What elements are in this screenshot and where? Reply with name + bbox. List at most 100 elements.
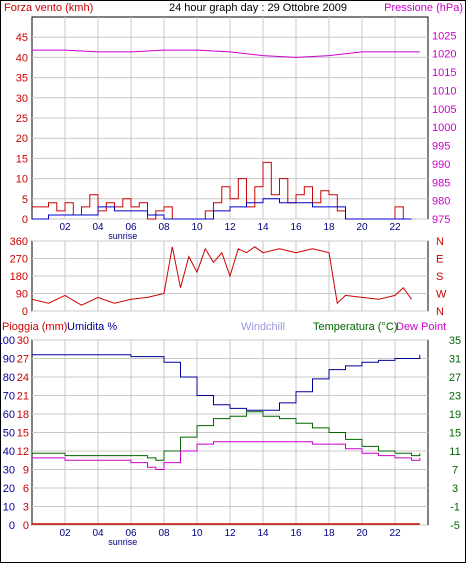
direction-y-tick-label: 90 — [16, 289, 28, 301]
pressure-y-tick-label: 1015 — [432, 67, 456, 79]
wind-y-tick-label: 45 — [16, 32, 28, 44]
humidity-y-tick-label: 30 — [3, 465, 15, 477]
direction-y-tick-label: 270 — [10, 254, 28, 266]
temperature-y-tick-label: 31 — [449, 354, 461, 366]
rain-y-tick-label: 0 — [23, 520, 29, 532]
wind-y-tick-label: 0 — [22, 214, 28, 226]
wind-y-tick-label: 30 — [16, 93, 28, 105]
direction-y-tick-label: 180 — [10, 271, 28, 283]
wind-average-series — [32, 198, 412, 220]
x-tick-label: 18 — [323, 222, 335, 233]
x-tick-label: 22 — [389, 528, 401, 539]
humidity-y-tick-label: 10 — [3, 502, 15, 514]
dewpoint-series — [32, 441, 421, 470]
humidity-y-tick-label: 20 — [3, 483, 15, 495]
x-tick-label: 16 — [290, 222, 302, 233]
compass-tick-label: S — [436, 271, 443, 283]
x-tick-label: 20 — [356, 528, 368, 539]
temperature-y-tick-label: 23 — [449, 391, 461, 403]
pressure-y-tick-label: 1020 — [432, 49, 456, 61]
wind-y-tick-label: 15 — [16, 153, 28, 165]
pressure-y-tick-label: 1010 — [432, 85, 456, 97]
windchill-label: Windchill — [241, 321, 285, 333]
pressure-y-tick-label: 975 — [432, 214, 450, 226]
pressure-y-tick-label: 990 — [432, 159, 450, 171]
rain-y-tick-label: 24 — [17, 372, 29, 384]
x-tick-label: 14 — [257, 528, 269, 539]
sunrise-label: sunrise — [108, 231, 137, 241]
rain-humidity-temperature-panel: Pioggia (mm) Umidita % Windchill Temperatur… — [0, 321, 461, 547]
temperature-y-tick-label: -5 — [450, 520, 460, 532]
compass-tick-label: N — [436, 236, 444, 248]
x-tick-label: 10 — [191, 222, 203, 233]
humidity-y-tick-label: 50 — [3, 428, 15, 440]
pressure-y-tick-label: 980 — [432, 196, 450, 208]
pressure-y-tick-label: 1000 — [432, 122, 456, 134]
wind-y-tick-label: 5 — [22, 194, 28, 206]
x-tick-label: 04 — [92, 222, 104, 233]
wind-pressure-panel: 0510152025303540459759809859909951000100… — [16, 16, 456, 241]
humidity-y-tick-label: 80 — [3, 372, 15, 384]
pressure-y-tick-label: 995 — [432, 141, 450, 153]
x-tick-label: 06 — [125, 222, 137, 233]
pressure-y-tick-label: 1005 — [432, 104, 456, 116]
x-tick-label: 14 — [257, 222, 269, 233]
humidity-series — [32, 354, 421, 411]
wind-y-tick-label: 10 — [16, 174, 28, 186]
compass-tick-label: N — [436, 306, 444, 318]
wind-y-tick-label: 40 — [16, 52, 28, 64]
temperature-y-tick-label: 3 — [452, 483, 458, 495]
rain-y-tick-label: 30 — [17, 335, 29, 347]
x-tick-label: 08 — [158, 528, 170, 539]
rain-y-tick-label: 18 — [17, 409, 29, 421]
x-tick-label: 18 — [323, 528, 335, 539]
dewpoint-axis-label: Dew Point — [396, 321, 446, 333]
direction-y-tick-label: 0 — [22, 306, 28, 318]
x-tick-label: 08 — [158, 222, 170, 233]
temperature-series — [32, 411, 421, 461]
humidity-y-tick-label: 60 — [3, 409, 15, 421]
humidity-y-tick-label: 100 — [0, 335, 15, 347]
temperature-y-tick-label: 7 — [452, 465, 458, 477]
rain-y-tick-label: 21 — [17, 391, 29, 403]
rain-y-tick-label: 27 — [17, 354, 29, 366]
compass-tick-label: E — [436, 254, 443, 266]
chart-title: 24 hour graph day : 29 Ottobre 2009 — [169, 2, 347, 14]
temperature-y-tick-label: 11 — [449, 446, 460, 458]
humidity-y-tick-label: 90 — [3, 354, 15, 366]
x-tick-label: 16 — [290, 528, 302, 539]
x-tick-label: 10 — [191, 528, 203, 539]
rain-axis-label: Pioggia (mm) — [2, 321, 67, 333]
temperature-y-tick-label: 35 — [449, 335, 461, 347]
temperature-axis-label: Temperatura (°C) — [313, 321, 397, 333]
x-tick-label: 22 — [389, 222, 401, 233]
x-tick-label: 20 — [356, 222, 368, 233]
temperature-y-tick-label: 15 — [449, 428, 461, 440]
pressure-y-tick-label: 1025 — [432, 30, 456, 42]
rain-y-tick-label: 15 — [17, 428, 29, 440]
temperature-y-tick-label: 27 — [449, 372, 461, 384]
rain-y-tick-label: 6 — [23, 483, 29, 495]
humidity-axis-label: Umidita % — [67, 321, 117, 333]
x-tick-label: 06 — [125, 528, 137, 539]
humidity-y-tick-label: 0 — [9, 520, 15, 532]
x-tick-label: 02 — [59, 222, 71, 233]
pressure-y-tick-label: 985 — [432, 177, 450, 189]
wind-direction-series — [31, 246, 412, 306]
rain-y-tick-label: 3 — [23, 502, 29, 514]
pressure-series — [32, 49, 420, 58]
humidity-y-tick-label: 40 — [3, 446, 15, 458]
compass-tick-label: W — [436, 289, 447, 301]
humidity-y-tick-label: 70 — [3, 391, 15, 403]
rain-y-tick-label: 9 — [23, 465, 29, 477]
x-tick-label: 04 — [92, 528, 104, 539]
x-tick-label: 12 — [224, 528, 236, 539]
x-tick-label: 02 — [59, 528, 71, 539]
sunrise-label: sunrise — [108, 537, 137, 547]
temperature-y-tick-label: 19 — [449, 409, 461, 421]
wind-gust-series — [32, 161, 412, 220]
rain-y-tick-label: 12 — [17, 446, 29, 458]
